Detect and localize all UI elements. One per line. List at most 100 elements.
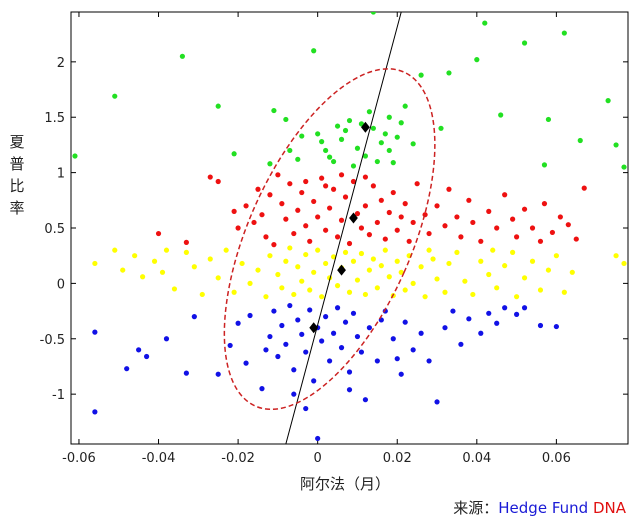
yellow-data-point xyxy=(442,289,448,295)
red-data-point xyxy=(390,189,396,196)
yellow-data-point xyxy=(362,291,369,298)
yellow-data-point xyxy=(470,291,476,298)
red-data-point xyxy=(454,214,460,220)
yellow-data-point xyxy=(140,274,146,280)
green-data-point xyxy=(410,141,416,147)
blue-data-point xyxy=(215,371,221,377)
yellow-data-point xyxy=(334,283,341,289)
yellow-data-point xyxy=(490,247,496,253)
red-data-point xyxy=(414,181,420,187)
red-data-point xyxy=(283,216,289,222)
blue-data-point xyxy=(366,325,372,331)
red-data-point xyxy=(295,207,301,213)
blue-data-point xyxy=(191,314,197,320)
red-data-point xyxy=(394,227,400,233)
green-data-point xyxy=(319,139,325,145)
red-data-point xyxy=(502,192,508,198)
blue-data-point xyxy=(390,336,396,342)
blue-data-point xyxy=(124,366,130,372)
blue-data-point xyxy=(354,333,361,340)
blue-data-point xyxy=(394,356,400,362)
yellow-data-point xyxy=(303,251,309,258)
yellow-data-point xyxy=(247,280,253,286)
red-data-point xyxy=(255,186,261,192)
green-data-point xyxy=(231,151,237,157)
blue-data-point xyxy=(346,387,353,393)
yellow-data-point xyxy=(92,260,98,267)
green-data-point xyxy=(323,147,329,154)
blue-data-point xyxy=(323,314,329,320)
green-data-point xyxy=(315,131,321,137)
blue-data-point xyxy=(478,330,484,336)
blue-data-point xyxy=(330,330,337,336)
yellow-data-point xyxy=(342,249,349,255)
red-data-point xyxy=(470,219,476,226)
green-data-point xyxy=(438,125,444,131)
yellow-data-point xyxy=(446,260,452,267)
blue-data-point xyxy=(418,330,424,336)
green-data-point xyxy=(370,125,376,131)
green-data-point xyxy=(330,158,337,165)
mean-diamond-point xyxy=(349,212,358,224)
yellow-data-point xyxy=(207,256,213,262)
yellow-data-point xyxy=(553,253,559,259)
red-data-point xyxy=(366,232,372,238)
mean-markers xyxy=(309,121,370,334)
blue-data-point xyxy=(553,323,559,330)
yellow-data-point xyxy=(374,285,380,291)
yellow-data-point xyxy=(315,247,321,253)
y-tick-label: -1 xyxy=(52,388,65,403)
red-data-point xyxy=(442,223,448,229)
yellow-data-point xyxy=(422,294,428,300)
red-data-point xyxy=(215,178,221,185)
green-data-point xyxy=(311,48,317,54)
blue-data-point xyxy=(311,378,317,384)
green-data-point xyxy=(72,153,78,159)
blue-data-point xyxy=(303,405,309,412)
green-data-point xyxy=(605,98,611,104)
y-tick-label: 1.5 xyxy=(44,111,65,126)
green-data-point xyxy=(370,12,376,15)
red-data-point xyxy=(287,181,293,187)
green-data-point xyxy=(394,134,400,140)
red-data-point xyxy=(263,234,269,240)
red-data-point xyxy=(478,238,484,244)
yellow-data-point xyxy=(354,277,361,283)
blue-data-point xyxy=(466,316,472,322)
blue-data-point xyxy=(243,360,249,366)
yellow-data-point xyxy=(521,275,528,281)
red-data-point xyxy=(346,240,353,247)
blue-data-point xyxy=(267,333,273,340)
green-data-point xyxy=(577,137,583,144)
blue-data-point xyxy=(92,409,98,415)
blue-data-point xyxy=(486,310,492,316)
blue-data-point xyxy=(434,399,440,405)
red-data-point xyxy=(521,206,528,212)
red-data-point xyxy=(303,223,309,229)
green-data-point xyxy=(283,116,289,123)
mean-diamond-point xyxy=(337,264,346,276)
yellow-data-point xyxy=(291,291,297,298)
green-data-point xyxy=(354,145,361,151)
blue-data-point xyxy=(291,367,297,373)
yellow-data-point xyxy=(398,269,404,275)
red-data-point xyxy=(259,212,265,218)
green-data-point xyxy=(541,162,548,168)
red-data-point xyxy=(327,205,333,211)
blue-data-point xyxy=(502,305,508,311)
red-data-point xyxy=(426,230,432,237)
yellow-data-point xyxy=(621,260,627,267)
green-data-point xyxy=(386,114,392,120)
green-data-point xyxy=(362,153,369,159)
green-data-point xyxy=(179,53,185,59)
red-data-point xyxy=(565,222,571,228)
x-axis-ticks: -0.06 -0.04 -0.02 0 0.02 0.04 0.06 xyxy=(62,12,571,466)
yellow-data-point xyxy=(434,276,440,282)
blue-data-point xyxy=(362,397,369,403)
y-tick-label: -0.5 xyxy=(40,333,65,348)
y-axis-label-char: 率 xyxy=(9,199,24,217)
green-data-point xyxy=(374,158,380,165)
yellow-data-point xyxy=(199,291,205,298)
green-data-point xyxy=(295,156,301,162)
yellow-data-point xyxy=(613,253,619,259)
